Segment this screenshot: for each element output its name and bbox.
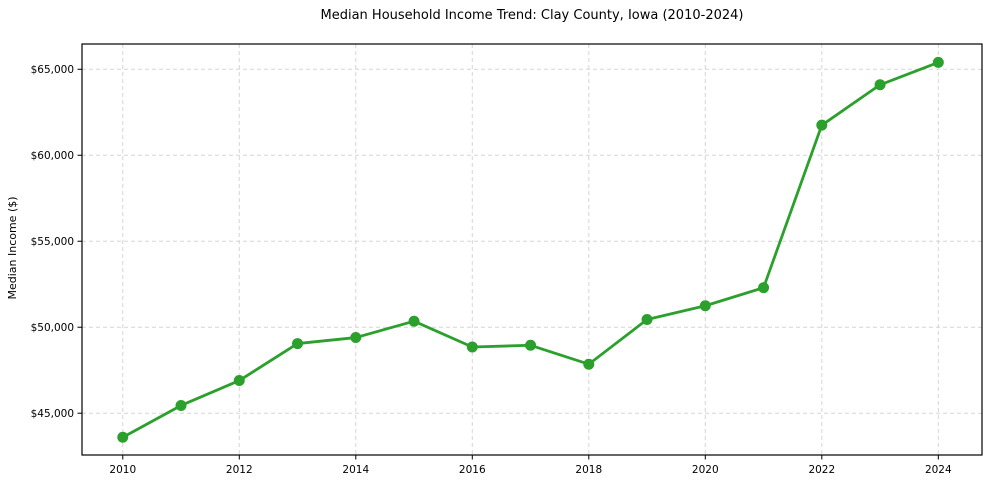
data-point-marker — [350, 332, 362, 344]
series-line — [121, 61, 940, 439]
data-point-marker — [758, 282, 770, 294]
x-tick-label: 2022 — [808, 464, 835, 476]
data-point-marker — [699, 300, 711, 312]
data-point-marker — [525, 339, 537, 351]
data-point-marker — [292, 338, 304, 350]
data-point-marker — [641, 313, 653, 325]
y-tick-label: $45,000 — [31, 408, 74, 420]
x-tick-label: 2012 — [226, 464, 253, 476]
data-point-marker — [175, 399, 187, 411]
data-point-marker — [874, 79, 886, 91]
y-tick-label: $60,000 — [31, 150, 74, 162]
x-tick-label: 2010 — [109, 464, 136, 476]
y-axis-label: Median Income ($) — [6, 196, 19, 300]
x-tick-label: 2024 — [925, 464, 952, 476]
x-tick-label: 2016 — [459, 464, 486, 476]
y-tick-label: $55,000 — [31, 236, 74, 248]
y-tick-label: $50,000 — [31, 322, 74, 334]
x-tick-label: 2014 — [342, 464, 369, 476]
data-point-marker — [117, 431, 129, 443]
data-point-marker — [816, 119, 828, 131]
x-tick-label: 2018 — [575, 464, 602, 476]
data-point-marker — [466, 341, 478, 353]
data-point-marker — [932, 56, 944, 68]
y-tick-label: $65,000 — [31, 64, 74, 76]
chart-title: Median Household Income Trend: Clay Coun… — [320, 8, 744, 23]
data-point-marker — [408, 315, 420, 327]
x-tick-label: 2020 — [692, 464, 719, 476]
data-point-marker — [583, 358, 595, 370]
data-point-marker — [233, 375, 245, 387]
axes-frame — [81, 43, 983, 456]
